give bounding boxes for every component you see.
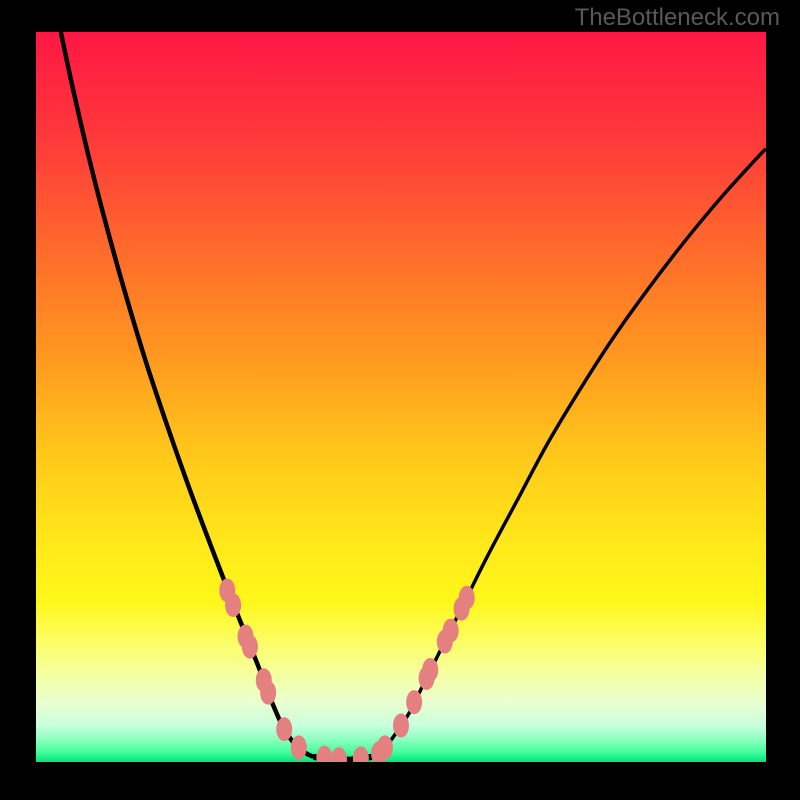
marker-point [242, 635, 258, 659]
marker-point [291, 735, 307, 759]
marker-point [393, 714, 409, 738]
marker-point [276, 717, 292, 741]
marker-point [406, 690, 422, 714]
marker-point [422, 658, 438, 682]
watermark-text: TheBottleneck.com [575, 4, 780, 32]
gradient-background [36, 32, 766, 762]
marker-point [377, 735, 393, 759]
chart-svg [36, 32, 766, 762]
marker-point [225, 593, 241, 617]
marker-point [443, 619, 459, 643]
marker-point [260, 681, 276, 705]
plot-area [36, 32, 766, 762]
marker-point [459, 586, 475, 610]
